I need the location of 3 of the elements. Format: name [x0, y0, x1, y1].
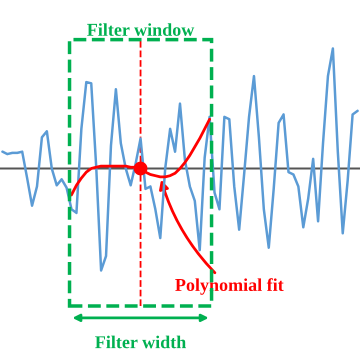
text: Polynomial fit: [175, 278, 284, 295]
text: Filter width: [95, 336, 186, 348]
text: Filter window: [87, 23, 194, 36]
